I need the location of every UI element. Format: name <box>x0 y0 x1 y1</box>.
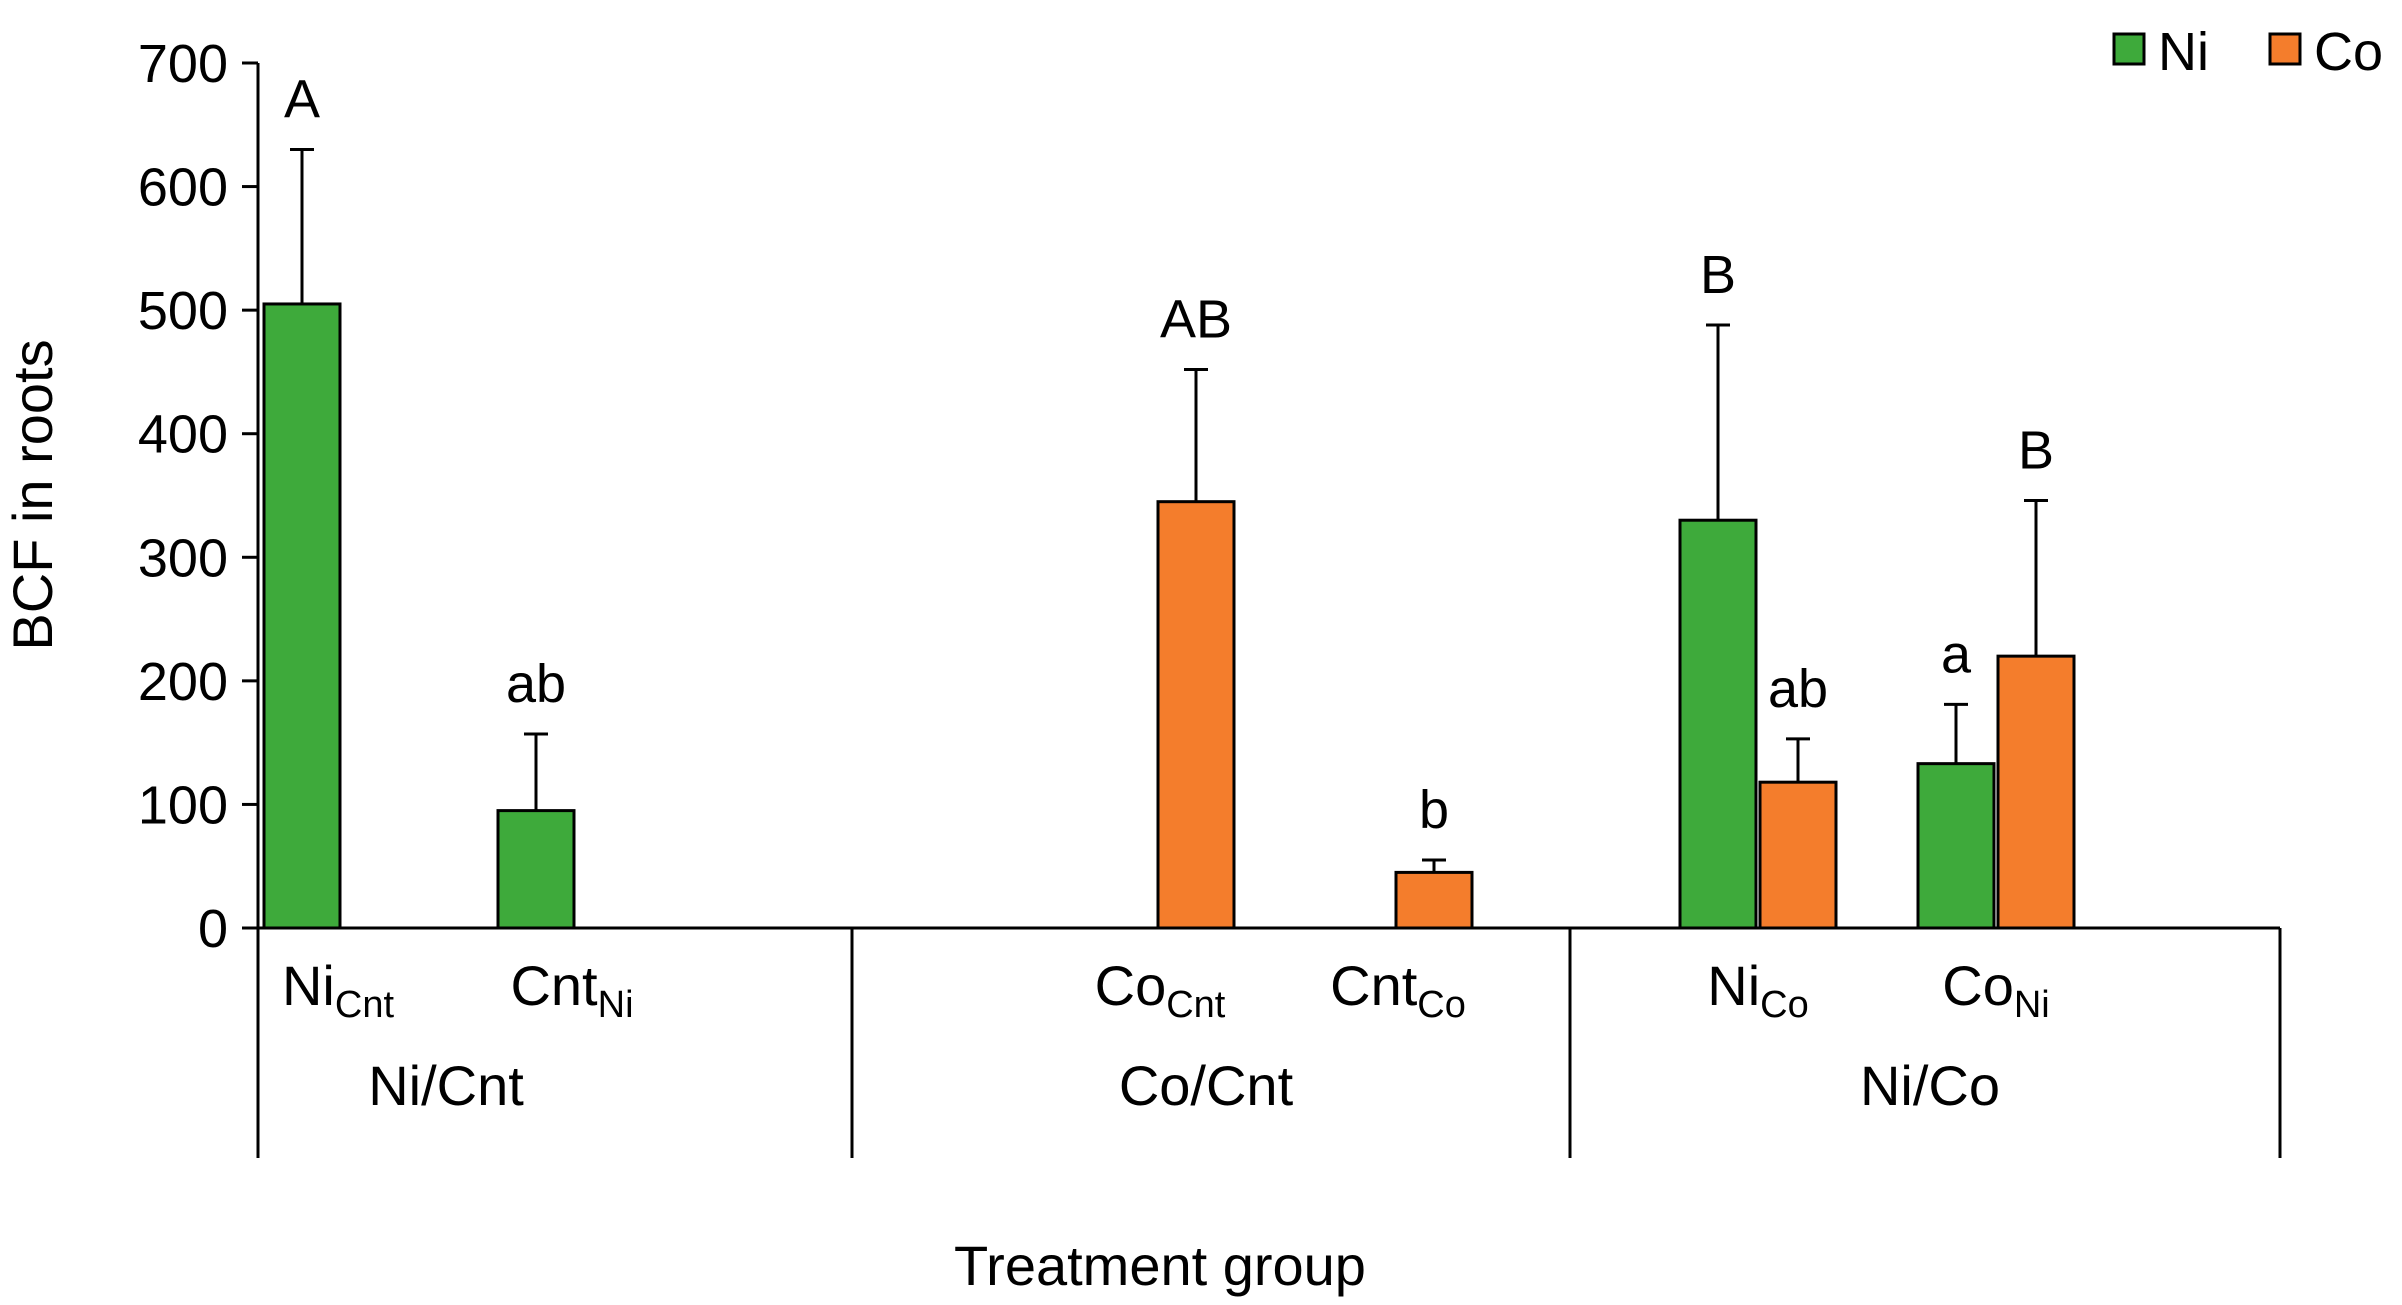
y-tick-label: 500 <box>138 281 228 341</box>
legend-label-co: Co <box>2314 22 2383 82</box>
significance-letter: a <box>1941 624 1972 684</box>
significance-labels: Aab Ba AB b ab B <box>284 70 2054 841</box>
bar-ni-6 <box>1916 762 1996 930</box>
x-category-label: CoNi <box>1942 954 2049 1026</box>
significance-letter: AB <box>1160 289 1232 349</box>
bar-ni-5 <box>1678 518 1758 930</box>
legend: Ni Co <box>2112 22 2383 82</box>
significance-letter: B <box>2018 420 2054 480</box>
bar-ni-2 <box>496 809 576 930</box>
legend-swatch-ni <box>2112 32 2146 66</box>
x-axis: NiCnt CntNi CoCnt CntCo NiCo CoNi Ni/Cnt Co/Cnt… <box>256 926 2282 1158</box>
x-group-label: Co/Cnt <box>1119 1054 1294 1117</box>
y-tick-label: 200 <box>138 652 228 712</box>
bar-ni-1 <box>262 302 342 930</box>
legend-swatch-co <box>2268 32 2302 66</box>
x-category-label: CoCnt <box>1095 954 1226 1026</box>
y-tick-label: 100 <box>138 775 228 835</box>
y-tick-label: 700 <box>138 34 228 94</box>
x-axis-title: Treatment group <box>954 1234 1366 1297</box>
significance-letter: ab <box>506 654 566 714</box>
bars <box>262 302 2076 930</box>
x-category-label: NiCo <box>1707 954 1808 1026</box>
x-category-label: CntCo <box>1330 954 1466 1026</box>
y-axis: 0 100 200 300 400 500 600 700 <box>138 34 260 959</box>
y-tick-label: 0 <box>198 899 228 959</box>
error-bars <box>290 148 2048 873</box>
y-tick-label: 400 <box>138 405 228 465</box>
significance-letter: B <box>1700 245 1736 305</box>
bar-co-4 <box>1394 870 1474 930</box>
bar-co-3 <box>1156 500 1236 930</box>
y-tick-label: 300 <box>138 528 228 588</box>
bar-co-6 <box>1996 654 2076 930</box>
x-category-label: CntNi <box>510 954 633 1026</box>
significance-letter: b <box>1419 780 1449 840</box>
significance-letter: A <box>284 70 320 130</box>
y-tick-label: 600 <box>138 158 228 218</box>
y-axis-title: BCF in roots <box>1 339 64 650</box>
x-group-label: Ni/Co <box>1860 1054 2000 1117</box>
x-category-label: NiCnt <box>282 954 394 1026</box>
x-group-label: Ni/Cnt <box>368 1054 524 1117</box>
significance-letter: ab <box>1768 659 1828 719</box>
bar-co-5 <box>1758 780 1838 930</box>
legend-label-ni: Ni <box>2158 22 2209 82</box>
